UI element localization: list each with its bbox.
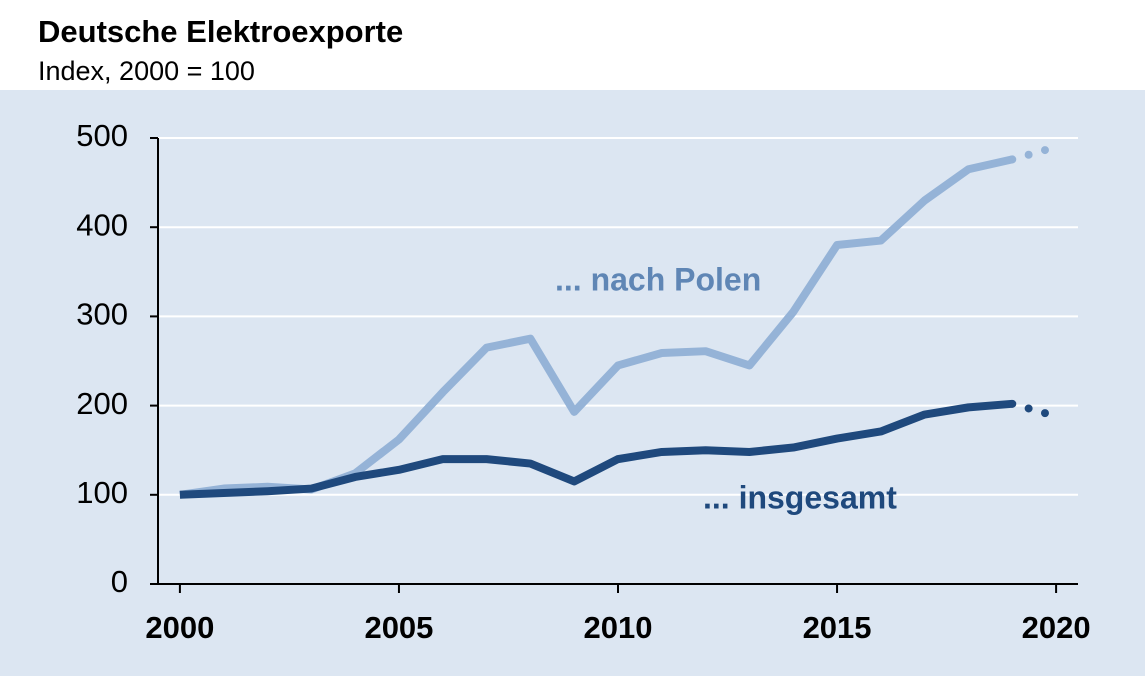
y-tick-label: 400: [76, 207, 128, 242]
y-tick-label: 0: [111, 564, 128, 599]
projection-line: [1008, 399, 1061, 421]
plot-background: [0, 90, 1145, 676]
projection-line: [1008, 142, 1061, 164]
x-tick-label: 2005: [364, 610, 433, 645]
line: [179, 399, 1013, 499]
y-tick-label: 200: [76, 386, 128, 421]
series-label: ... nach Polen: [555, 261, 761, 297]
series-label: ... insgesamt: [703, 479, 897, 515]
x-tick-label: 2015: [803, 610, 872, 645]
y-tick-label: 100: [76, 475, 128, 510]
y-tick-label: 500: [76, 118, 128, 153]
x-tick-label: 2010: [584, 610, 653, 645]
chart-subtitle: Index, 2000 = 100: [38, 56, 255, 86]
x-tick-label: 2000: [145, 610, 214, 645]
y-tick-label: 300: [76, 297, 128, 332]
chart-title: Deutsche Elektroexporte: [38, 14, 403, 49]
x-tick-label: 2020: [1022, 610, 1091, 645]
